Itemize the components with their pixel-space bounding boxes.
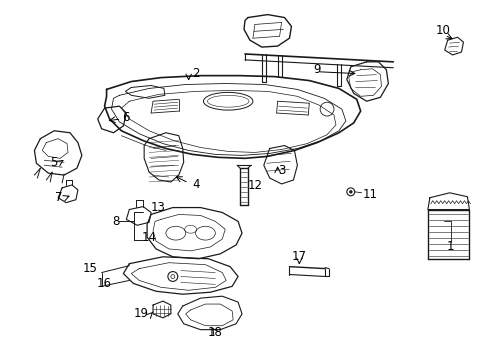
Text: 4: 4: [192, 179, 200, 192]
Text: 9: 9: [313, 63, 320, 76]
Text: 7: 7: [55, 191, 62, 204]
Text: 12: 12: [247, 179, 263, 192]
Text: 5: 5: [50, 156, 57, 169]
Text: 13: 13: [151, 201, 165, 214]
Text: 18: 18: [207, 326, 223, 339]
Text: 2: 2: [191, 67, 199, 80]
Text: 14: 14: [141, 231, 156, 244]
Text: 8: 8: [112, 215, 119, 228]
Text: 17: 17: [291, 250, 306, 263]
Text: 3: 3: [277, 164, 285, 177]
Text: 19: 19: [134, 307, 149, 320]
Text: 10: 10: [434, 24, 449, 37]
Text: 11: 11: [362, 188, 377, 201]
Text: 16: 16: [96, 277, 111, 290]
Text: 15: 15: [82, 262, 98, 275]
Text: 1: 1: [446, 240, 453, 253]
Text: 6: 6: [122, 112, 129, 125]
Circle shape: [348, 190, 351, 193]
